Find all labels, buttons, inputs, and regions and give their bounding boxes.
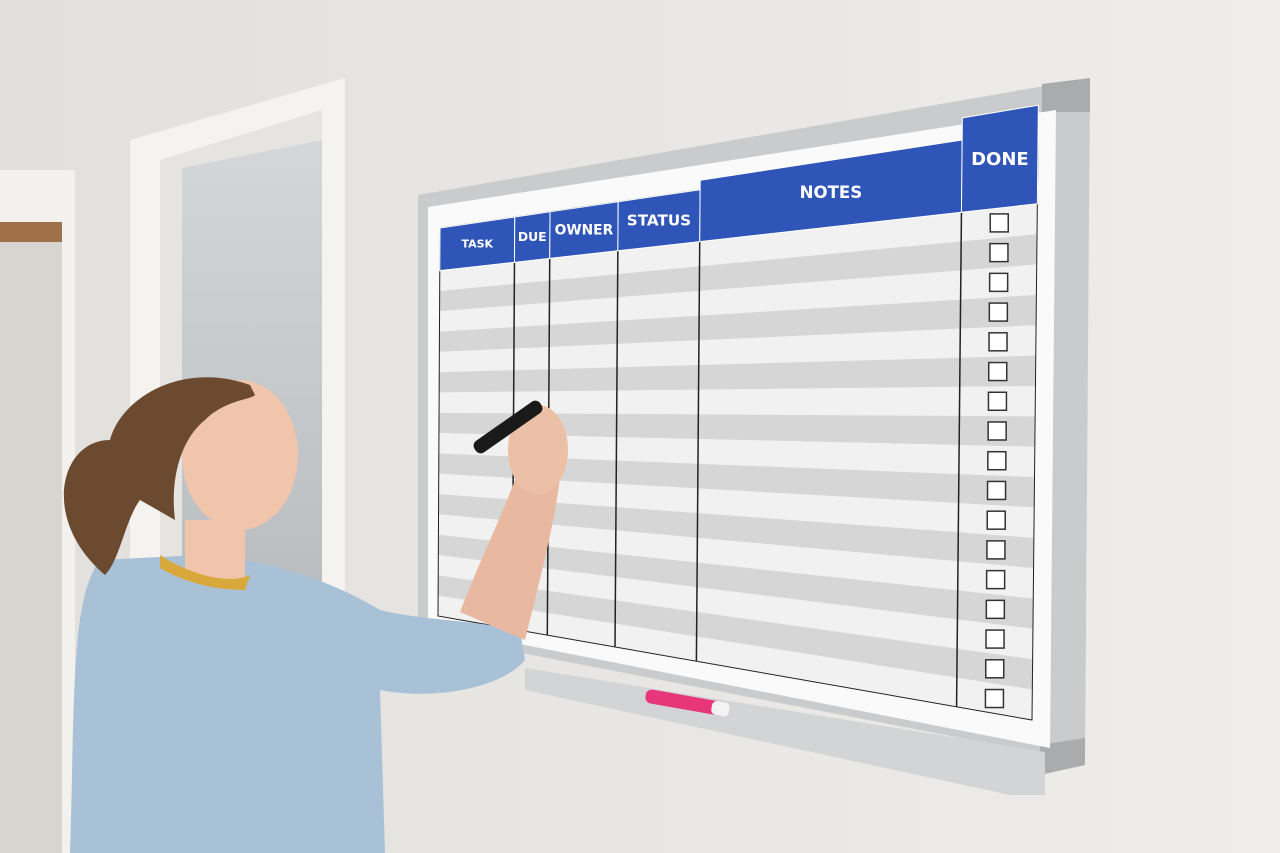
table-row bbox=[438, 473, 1035, 538]
table-row bbox=[438, 514, 1034, 599]
table-row bbox=[438, 575, 1033, 690]
table-row bbox=[438, 433, 1035, 478]
face bbox=[182, 380, 298, 530]
column-header-label: NOTES bbox=[800, 183, 863, 202]
done-checkbox[interactable] bbox=[985, 599, 1006, 620]
done-checkbox[interactable] bbox=[989, 242, 1009, 263]
whiteboard: TASK DUE OWNER STATUS NOTES DONE bbox=[418, 78, 1090, 795]
table-row bbox=[439, 234, 1038, 312]
done-checkbox[interactable] bbox=[985, 569, 1006, 590]
done-checkbox[interactable] bbox=[986, 540, 1006, 560]
pink-marker[interactable] bbox=[644, 689, 730, 718]
done-checkbox[interactable] bbox=[987, 450, 1007, 471]
person bbox=[63, 377, 568, 853]
table-row bbox=[439, 355, 1036, 393]
table-row bbox=[439, 294, 1037, 352]
table-row bbox=[438, 494, 1034, 569]
table-row bbox=[438, 412, 1036, 447]
done-checkbox[interactable] bbox=[984, 659, 1005, 679]
black-marker bbox=[473, 400, 543, 454]
table-row bbox=[438, 555, 1033, 660]
table-row bbox=[439, 325, 1037, 373]
done-checkbox[interactable] bbox=[986, 510, 1006, 530]
hair bbox=[63, 377, 255, 575]
done-checkbox[interactable] bbox=[988, 332, 1008, 352]
column-header-label: OWNER bbox=[555, 223, 614, 239]
table-row bbox=[439, 203, 1038, 291]
done-checkbox[interactable] bbox=[985, 629, 1005, 649]
done-checkbox[interactable] bbox=[987, 361, 1008, 382]
left-doorway bbox=[0, 170, 75, 853]
table-row bbox=[439, 385, 1036, 417]
column-header-label: STATUS bbox=[627, 211, 691, 229]
column-header-label: TASK bbox=[461, 238, 493, 251]
done-checkbox[interactable] bbox=[987, 391, 1008, 412]
denim-shirt bbox=[70, 555, 525, 853]
table-row bbox=[439, 264, 1037, 332]
column-header-done bbox=[960, 104, 1039, 213]
table-row bbox=[438, 595, 1033, 720]
column-divider bbox=[695, 189, 701, 662]
column-header-label: DONE bbox=[971, 149, 1029, 170]
table-row bbox=[438, 534, 1034, 629]
arm bbox=[460, 478, 560, 640]
hand bbox=[508, 405, 568, 495]
table-row bbox=[438, 453, 1035, 508]
done-checkbox[interactable] bbox=[986, 480, 1007, 501]
column-divider bbox=[614, 201, 619, 647]
collar bbox=[160, 555, 250, 590]
done-checkbox[interactable] bbox=[989, 213, 1009, 233]
done-checkbox[interactable] bbox=[987, 421, 1007, 441]
done-checkbox[interactable] bbox=[988, 272, 1009, 293]
done-checkbox[interactable] bbox=[988, 302, 1009, 322]
column-divider bbox=[955, 151, 963, 707]
column-header-label: DUE bbox=[518, 229, 547, 244]
done-checkbox[interactable] bbox=[984, 688, 1005, 709]
